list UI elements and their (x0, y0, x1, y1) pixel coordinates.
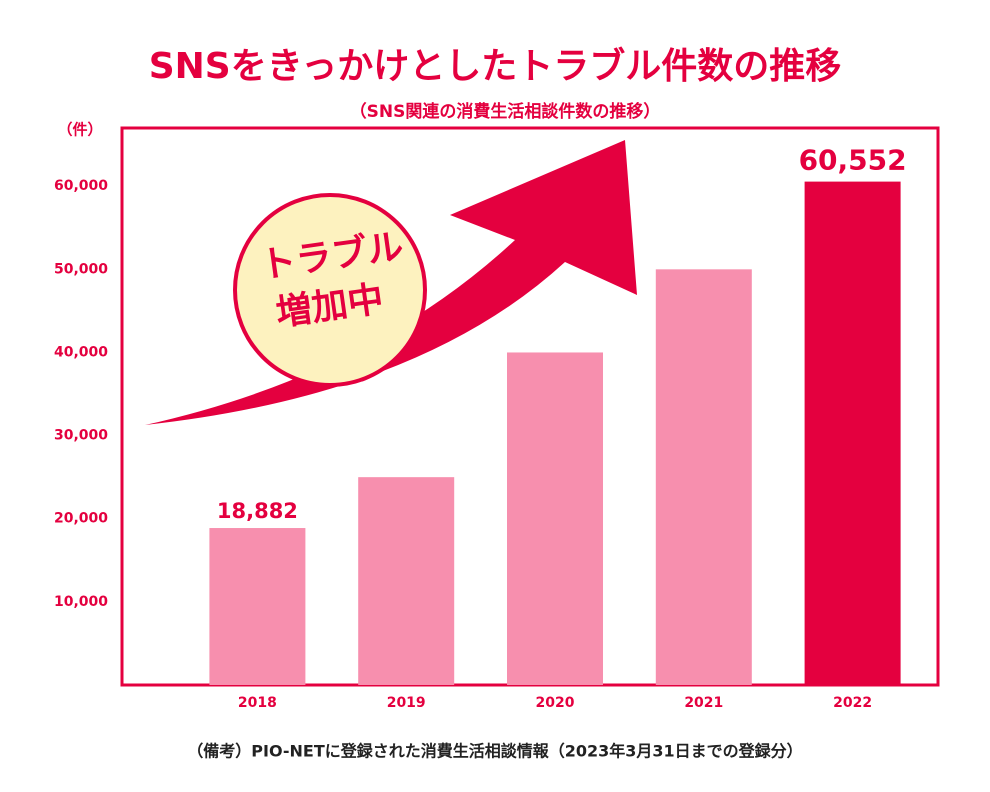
y-tick-label: 10,000 (54, 594, 108, 610)
x-tick-label: 2021 (684, 695, 723, 711)
y-tick-label: 60,000 (54, 178, 108, 194)
bar (655, 269, 752, 685)
x-tick-label: 2020 (536, 695, 575, 711)
trend-arrow (145, 140, 637, 425)
x-tick-label: 2022 (833, 695, 872, 711)
y-tick-label: 30,000 (54, 428, 108, 444)
x-tick-label: 2018 (238, 695, 277, 711)
bar (209, 528, 306, 685)
chart-title: SNSをきっかけとしたトラブル件数の推移 (149, 45, 842, 87)
value-label: 18,882 (217, 499, 298, 523)
note: （備考）PIO-NETに登録された消費生活相談情報（2023年3月31日までの登… (187, 742, 802, 761)
badge (233, 193, 427, 387)
chart-subtitle: （SNS関連の消費生活相談件数の推移） (350, 101, 661, 122)
bar (358, 477, 455, 685)
y-axis-label: （件） (57, 121, 102, 139)
y-tick-label: 50,000 (54, 261, 108, 277)
y-tick-label: 40,000 (54, 344, 108, 360)
y-tick-label: 20,000 (54, 511, 108, 527)
bar (804, 181, 901, 685)
value-label: 60,552 (799, 144, 907, 177)
marks (209, 181, 901, 685)
x-tick-label: 2019 (387, 695, 426, 711)
bar (507, 352, 603, 685)
